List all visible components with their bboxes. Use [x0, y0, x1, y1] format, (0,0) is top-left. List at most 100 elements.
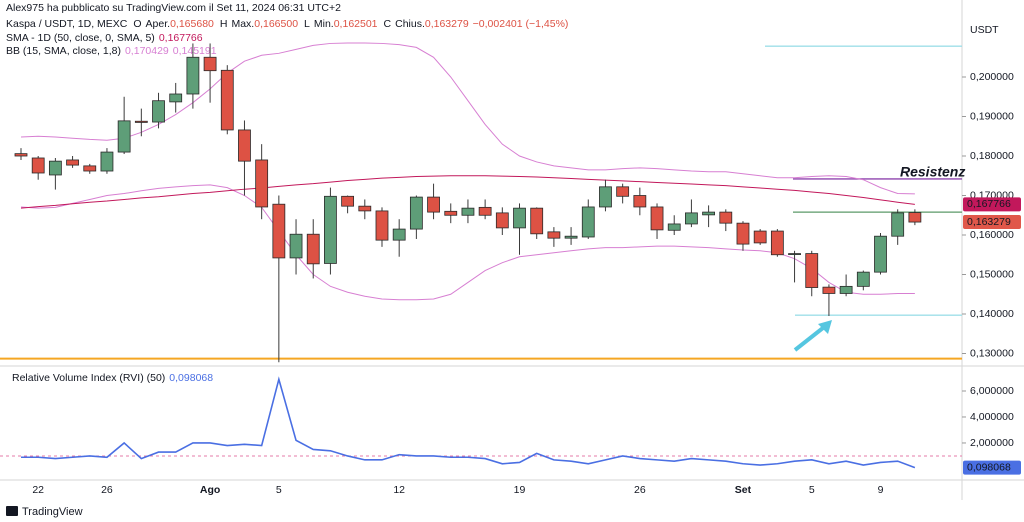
candle-body — [409, 196, 423, 230]
y-tick-label: 6,000000 — [970, 385, 1014, 397]
candle-body — [427, 196, 440, 213]
brand: TradingView — [22, 506, 83, 518]
ohlc-name: Max. — [231, 18, 254, 30]
price-label-box — [963, 197, 1021, 212]
candle-body — [856, 271, 870, 287]
candle-body — [478, 206, 492, 216]
candle-body — [169, 93, 183, 103]
x-tick-label: 12 — [393, 484, 405, 496]
footer — [0, 502, 1024, 522]
arrow-head — [818, 320, 832, 334]
bb-upper — [20, 42, 915, 195]
price-label: 0,163279 — [967, 216, 1011, 228]
sma-line — [20, 175, 915, 209]
candle-body — [736, 222, 750, 245]
ohlc-name: Min. — [314, 18, 334, 30]
axis-unit: USDT — [970, 24, 999, 36]
candle-body — [117, 120, 131, 153]
x-tick-label: 19 — [514, 484, 526, 496]
candle-body — [822, 286, 836, 294]
change: −0,002401 (−1,45%) — [473, 18, 569, 30]
ohlc-value: 0,166500 — [254, 18, 298, 30]
price-label-box — [963, 215, 1021, 230]
y-tick-label: 0,140000 — [970, 308, 1014, 320]
sma-name: SMA - 1D (50, close, 0, SMA, 5) — [6, 32, 155, 44]
candle-body — [599, 186, 612, 208]
author-line: Alex975 ha pubblicato su TradingView.com… — [6, 2, 341, 14]
legend-ohlc: Kaspa / USDT, 1D, MEXC O Aper.0,165680 H Max… — [6, 18, 568, 30]
ohlc-value: 0,162501 — [334, 18, 378, 30]
legend-bb: BB (15, SMA, close, 1,8) 0,170429 0,145191 — [6, 45, 217, 57]
candle-body — [530, 207, 544, 235]
candle-body — [66, 159, 79, 166]
candle-body — [805, 253, 819, 288]
candle-body — [874, 235, 887, 273]
ohlc-value: 0,163279 — [425, 18, 469, 30]
y-tick-label: 0,160000 — [970, 229, 1014, 241]
candle-body — [581, 206, 595, 238]
candle-body — [461, 207, 475, 216]
ohlc-value: 0,165680 — [170, 18, 214, 30]
bb-name: BB (15, SMA, close, 1,8) — [6, 45, 121, 57]
candle-body — [908, 212, 922, 223]
candle-body — [753, 230, 767, 244]
symbol: Kaspa / USDT, 1D, MEXC — [6, 18, 128, 30]
candle-body — [100, 151, 114, 172]
candle-body — [770, 230, 784, 256]
rvi-title: Relative Volume Index (RVI) (50) — [12, 372, 165, 384]
candle-body — [238, 129, 251, 162]
ohlc-key: O — [133, 18, 141, 30]
rvi-line — [21, 376, 916, 469]
y-tick-label: 0,200000 — [970, 71, 1014, 83]
candle-body — [48, 160, 62, 176]
x-tick-label: Ago — [200, 484, 220, 496]
bb-value: 0,145191 — [173, 45, 217, 57]
candle-body — [83, 165, 97, 172]
ohlc-key: L — [304, 18, 310, 30]
y-tick-label: 0,150000 — [970, 268, 1014, 280]
candle-body — [341, 195, 355, 207]
candle-body — [134, 120, 148, 123]
candle-body — [616, 186, 630, 197]
annotation: Resistenz — [900, 164, 965, 180]
y-tick-label: 4,000000 — [970, 411, 1014, 423]
candle-body — [272, 203, 286, 259]
bb-lower — [20, 184, 915, 301]
candle-body — [375, 210, 389, 241]
candle-body — [839, 285, 853, 294]
candle-body — [513, 207, 526, 229]
legend-sma: SMA - 1D (50, close, 0, SMA, 5) 0,167766 — [6, 32, 203, 44]
candle-body — [220, 69, 234, 131]
candle-body — [324, 195, 337, 264]
candle-body — [186, 56, 200, 95]
rvi-value: 0,098068 — [169, 372, 213, 384]
candle-body — [685, 212, 698, 225]
candle-body — [444, 210, 458, 216]
candle-body — [891, 212, 905, 237]
ohlc-key: H — [220, 18, 228, 30]
x-tick-label: 26 — [101, 484, 113, 496]
x-tick-label: 22 — [32, 484, 44, 496]
candle-body — [788, 253, 801, 255]
candle-body — [306, 233, 320, 265]
ohlc-key: C — [384, 18, 392, 30]
ohlc-name: Aper. — [146, 18, 171, 30]
candle-body — [14, 153, 28, 157]
candle-body — [719, 211, 733, 224]
y-tick-label: 0,190000 — [970, 110, 1014, 122]
x-tick-label: Set — [735, 484, 752, 496]
sma-value: 0,167766 — [159, 32, 203, 44]
y-tick-label: 0,130000 — [970, 347, 1014, 359]
candle-body — [203, 56, 217, 72]
candle-body — [152, 100, 165, 123]
logo — [6, 506, 18, 516]
x-tick-label: 5 — [809, 484, 815, 496]
y-tick-label: 0,180000 — [970, 150, 1014, 162]
candle-body — [564, 235, 578, 239]
y-tick-label: 2,000000 — [970, 437, 1014, 449]
x-tick-label: 5 — [276, 484, 282, 496]
candle-body — [289, 233, 303, 259]
candle-body — [255, 159, 269, 208]
